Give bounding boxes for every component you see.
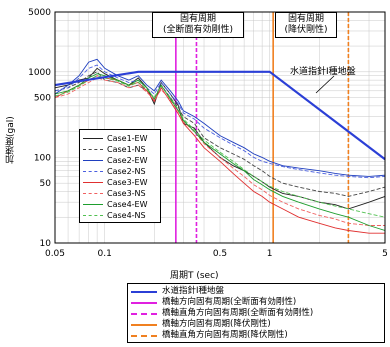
legend-swatch [83,204,103,205]
annotation-full-section: 固有周期 (全断面有効剛性) [152,12,244,38]
legend-label: Case1-EW [107,134,148,143]
series-line [54,71,386,197]
legend-label: 橋軸直角方向固有周期(降伏剛性) [162,330,288,340]
series-line [54,58,386,177]
legend-label: Case1-NS [107,145,146,154]
legend-label: Case3-EW [107,178,148,187]
series-legend: Case1-EW Case1-NS Case2-EW Case2-NS Case3-EW… [79,129,161,223]
tick-labels: 0.05 0.1 0.5 1 5 5000 1000 500 100 50 10 [28,8,388,259]
legend-entry: Case3-EW [83,177,157,188]
annotation-yield: 固有周期 (降伏剛性) [275,12,337,38]
period-legend: 水道指針Ⅰ種地盤 橋軸方向固有周期(全断面有効剛性) 橋軸直角方向固有周期(全断面有… [127,283,385,343]
series-line [54,77,385,226]
legend-swatch [131,290,157,293]
legend-swatch [131,301,157,304]
design-curve-pointer [315,75,335,94]
legend-entry: Case1-NS [83,144,157,155]
legend-swatch [131,323,157,326]
legend-entry: Case2-EW [83,155,157,166]
design-curve-line [54,70,386,161]
legend-entry: 水道指針Ⅰ種地盤 [131,286,381,297]
legend-entry: Case1-EW [83,133,157,144]
series-line [54,64,386,179]
legend-label: 水道指針Ⅰ種地盤 [162,286,225,296]
series-line [54,75,386,218]
legend-swatch [83,171,103,172]
legend-swatch [83,149,103,150]
annotation-full-section-line1: 固有周期 [179,14,216,24]
legend-entry: Case3-NS [83,188,157,199]
x-tick-label: 0.05 [45,249,65,259]
legend-entry: 橋軸直角方向固有周期(降伏剛性) [131,330,381,341]
legend-swatch [83,193,103,194]
legend-swatch [83,160,103,161]
legend-label: Case3-NS [107,189,146,198]
series-line [54,73,386,231]
legend-label: 橋軸方向固有周期(降伏剛性) [162,319,271,329]
legend-label: Case4-EW [107,200,148,209]
legend-entry: Case2-NS [83,166,157,177]
annotation-yield-line2: (降伏剛性) [284,25,328,35]
legend-swatch [131,312,157,315]
x-tick-label: 0.5 [213,249,227,259]
y-tick-label: 50 [40,179,52,189]
legend-swatch [83,215,103,216]
x-axis-label: 周期T (sec) [170,271,219,281]
period-lines [175,12,350,243]
legend-label: Case2-EW [107,156,148,165]
design-curve [54,70,386,161]
y-tick-label: 1000 [28,68,51,78]
x-tick-label: 0.1 [98,249,112,259]
legend-swatch [131,334,157,337]
legend-entry: 橋軸直角方向固有周期(全断面有効剛性) [131,308,381,319]
legend-entry: 橋軸方向固有周期(全断面有効剛性) [131,297,381,308]
legend-label: Case4-NS [107,211,146,220]
legend-swatch [83,182,103,183]
grid-lines [54,11,386,244]
y-axis-label: 加速度(gal) [6,116,16,164]
legend-entry: Case4-NS [83,210,157,221]
y-tick-label: 500 [34,94,51,104]
legend-label: 橋軸方向固有周期(全断面有効剛性) [162,297,297,307]
legend-entry: Case4-EW [83,199,157,210]
legend-entry: 橋軸方向固有周期(降伏剛性) [131,319,381,330]
legend-label: 橋軸直角方向固有周期(全断面有効剛性) [162,308,314,318]
design-curve-label: 水道指針Ⅰ種地盤 [290,67,356,77]
legend-label: Case2-NS [107,167,146,176]
y-tick-label: 10 [40,239,52,249]
annotation-full-section-line2: (全断面有効剛性) [162,25,234,35]
x-tick-label: 1 [267,249,273,259]
x-tick-label: 5 [382,249,388,259]
annotation-yield-line1: 固有周期 [287,14,324,24]
y-tick-label: 100 [34,153,51,163]
legend-swatch [83,138,103,139]
y-tick-label: 5000 [28,8,51,18]
